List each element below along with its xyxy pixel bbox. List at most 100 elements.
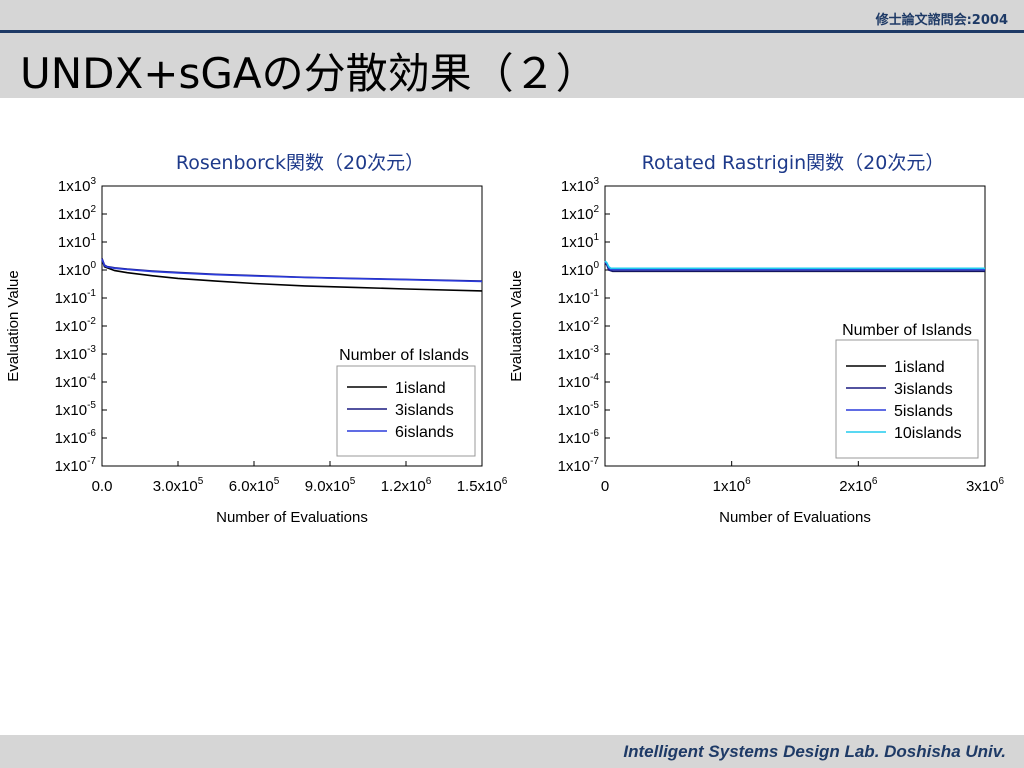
header-band [0, 0, 1024, 98]
chart-1-x-tick-label-exp: 5 [198, 476, 204, 487]
chart-2-y-tick-label-exp: 0 [593, 260, 599, 271]
chart-1-y-tick-label-exp: 1 [90, 232, 96, 243]
chart-2-y-tick-label-exp: -1 [590, 288, 599, 299]
chart-2-y-tick-label-base: 1x10 [558, 402, 591, 419]
slide-title: UNDX+sGAの分散効果（２） [20, 49, 598, 98]
chart-2-x-tick-label-base: 3x10 [966, 478, 999, 495]
chart-2-legend-box [835, 339, 979, 459]
chart-1-legend-label-3islands: 3islands [395, 402, 454, 419]
chart-2-y-tick-label-base: 1x10 [561, 262, 594, 279]
chart-2-y-tick-label: 1x10-5 [558, 400, 600, 419]
footer-text: Intelligent Systems Design Lab. Doshisha… [623, 742, 1006, 761]
chart-1-y-tick-label: 1x101 [58, 232, 97, 251]
chart-1-y-tick-label: 1x10-5 [55, 400, 97, 419]
chart-1-y-tick-label-base: 1x10 [58, 262, 91, 279]
chart-1-y-tick-label-exp: -1 [87, 288, 96, 299]
chart-2-y-tick-label-base: 1x10 [561, 178, 594, 195]
chart-1-series-line-1island [101, 259, 483, 292]
chart-2-x-tick-label: 0 [601, 478, 609, 495]
chart-1-title: Rosenborck関数（20次元） [175, 152, 425, 174]
chart-2-legend-label-1island: 1island [894, 359, 945, 376]
chart-2-y-tick-label: 1x10-3 [558, 344, 600, 363]
chart-1-x-axis-label: Number of Evaluations [216, 509, 368, 526]
chart-1-x-tick-label: 6.0x105 [229, 476, 280, 495]
chart-1-y-tick-label-base: 1x10 [55, 346, 88, 363]
chart-1-y-tick-label: 1x10-4 [55, 372, 97, 391]
chart-2-x-tick-label-exp: 6 [745, 476, 751, 487]
chart-2-y-tick-label: 1x10-6 [558, 428, 600, 447]
chart-1-x-tick-label-exp: 6 [502, 476, 508, 487]
chart-2-y-tick-label-exp: -2 [590, 316, 599, 327]
chart-1-y-tick-label-exp: -5 [87, 400, 96, 411]
chart-1-y-tick-label: 1x10-7 [55, 456, 97, 475]
chart-2-title: Rotated Rastrigin関数（20次元） [641, 152, 945, 174]
chart-2-y-tick-label-exp: -4 [590, 372, 599, 383]
chart-2-y-tick-label-base: 1x10 [558, 290, 591, 307]
chart-2-legend-title: Number of Islands [842, 322, 972, 339]
chart-1-legend-box [336, 365, 476, 457]
chart-2-y-tick-label-exp: 1 [593, 232, 599, 243]
chart-1-y-tick-label: 1x100 [58, 260, 97, 279]
chart-1-y-tick-label-base: 1x10 [55, 318, 88, 335]
header-note: 修士論文諮問会:2004 [875, 13, 1008, 28]
chart-1-y-axis-label: Evaluation Value [5, 270, 22, 381]
chart-2-x-tick-label: 3x106 [966, 476, 1005, 495]
chart-2-legend-label-5islands: 5islands [894, 403, 953, 420]
chart-2-series-line-10islands [604, 260, 985, 270]
chart-1-x-tick-label-exp: 6 [426, 476, 432, 487]
chart-2-legend-label-10islands: 10islands [894, 425, 962, 442]
chart-2-y-tick-label: 1x10-4 [558, 372, 600, 391]
chart-1-legend-label-1island: 1island [395, 380, 446, 397]
chart-1-y-tick-label: 1x10-2 [55, 316, 97, 335]
chart-1-y-tick-label: 1x10-6 [55, 428, 97, 447]
chart-1-x-tick-label-base: 0.0 [92, 478, 113, 495]
chart-2-y-tick-label-exp: -5 [590, 400, 599, 411]
chart-1-y-tick-label: 1x103 [58, 176, 97, 195]
chart-1-x-tick-label-exp: 5 [274, 476, 280, 487]
chart-1-legend-title: Number of Islands [339, 347, 469, 364]
chart-1-y-tick-label-exp: -6 [87, 428, 96, 439]
chart-1-legend-label-6islands: 6islands [395, 424, 454, 441]
chart-2-legend-label-3islands: 3islands [894, 381, 953, 398]
chart-2-y-tick-label-exp: -7 [590, 456, 599, 467]
chart-1-x-tick-label: 0.0 [92, 478, 113, 495]
chart-1-x-tick-label: 1.5x106 [457, 476, 508, 495]
chart-1-y-tick-label-base: 1x10 [55, 374, 88, 391]
chart-2-y-tick-label-base: 1x10 [561, 206, 594, 223]
chart-2-y-tick-label-base: 1x10 [558, 374, 591, 391]
chart-2-y-tick-label-base: 1x10 [558, 346, 591, 363]
chart-2-y-tick-label-exp: -3 [590, 344, 599, 355]
chart-1-x-tick-label-base: 3.0x10 [153, 478, 198, 495]
chart-2-x-tick-label-exp: 6 [872, 476, 878, 487]
chart-1-y-tick-label: 1x10-1 [55, 288, 97, 307]
chart-1-y-tick-label-base: 1x10 [55, 430, 88, 447]
chart-2-y-tick-label-base: 1x10 [561, 234, 594, 251]
chart-2-x-tick-label: 2x106 [839, 476, 878, 495]
chart-1-y-tick-label-exp: -2 [87, 316, 96, 327]
chart-2-y-tick-label: 1x101 [561, 232, 600, 251]
chart-1-y-tick-label-base: 1x10 [58, 234, 91, 251]
chart-1-y-tick-label: 1x102 [58, 204, 97, 223]
chart-2-x-tick-label-exp: 6 [998, 476, 1004, 487]
chart-1-x-tick-label: 3.0x105 [153, 476, 204, 495]
chart-2-y-tick-label-base: 1x10 [558, 458, 591, 475]
chart-1-x-tick-label: 9.0x105 [305, 476, 356, 495]
chart-1-x-tick-label-base: 9.0x10 [305, 478, 350, 495]
chart-2-x-tick-label-base: 0 [601, 478, 609, 495]
chart-2-x-tick-label-base: 2x10 [839, 478, 872, 495]
chart-1-x-tick-label-exp: 5 [350, 476, 356, 487]
chart-1-x-tick-label-base: 1.5x10 [457, 478, 502, 495]
footer-band [0, 735, 1024, 768]
chart-1-y-tick-label-exp: 2 [90, 204, 96, 215]
chart-1-x-tick-label-base: 6.0x10 [229, 478, 274, 495]
chart-2-y-tick-label: 1x10-7 [558, 456, 600, 475]
chart-1-y-tick-label-base: 1x10 [58, 206, 91, 223]
chart-2-y-tick-label: 1x10-1 [558, 288, 600, 307]
chart-2-y-tick-label: 1x100 [561, 260, 600, 279]
chart-2-y-tick-label-exp: 2 [593, 204, 599, 215]
chart-2-y-axis-label: Evaluation Value [508, 270, 525, 381]
chart-1-y-tick-label-base: 1x10 [55, 402, 88, 419]
chart-1-y-tick-label: 1x10-3 [55, 344, 97, 363]
chart-2-x-axis-label: Number of Evaluations [719, 509, 871, 526]
chart-1-y-tick-label-exp: -4 [87, 372, 96, 383]
